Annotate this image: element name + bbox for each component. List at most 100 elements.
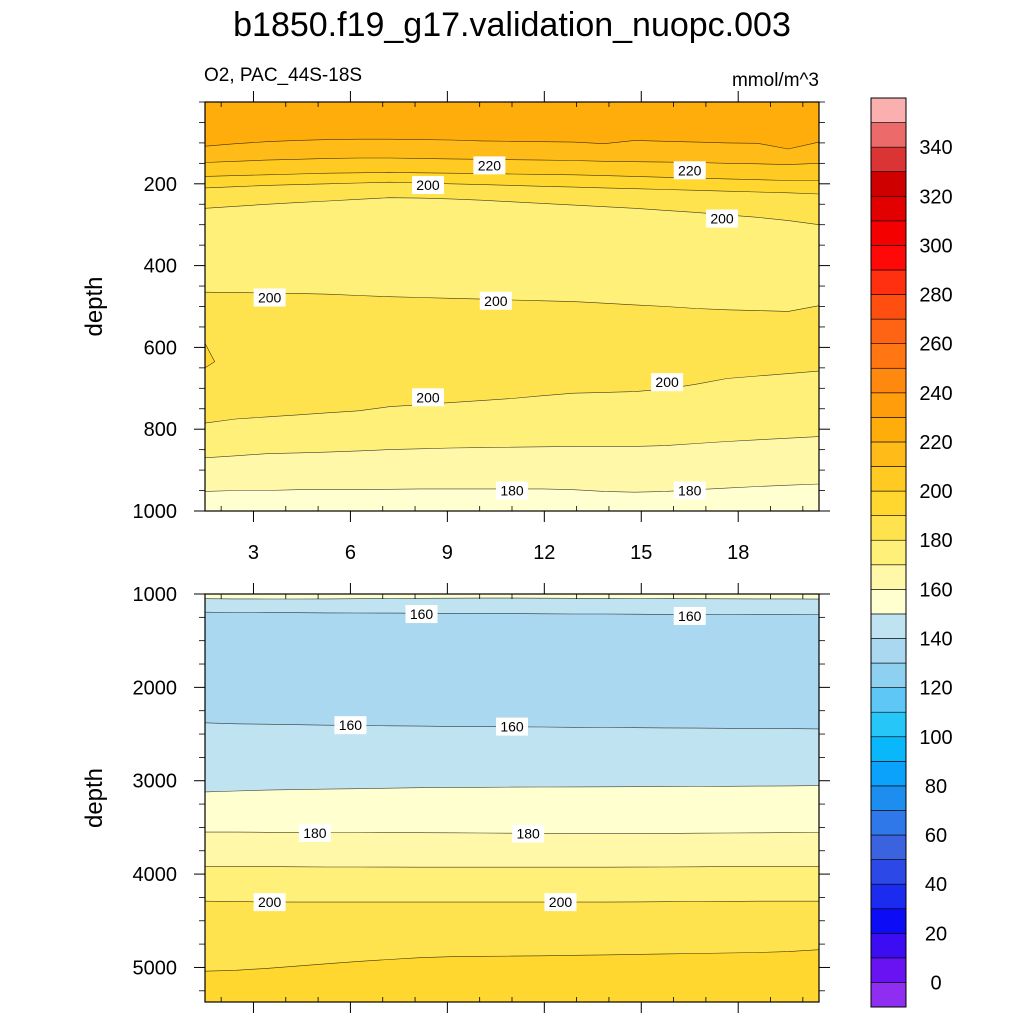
colorbar-frame bbox=[870, 97, 907, 1008]
upper-contour-label-bg bbox=[673, 481, 706, 500]
colorbar-label: 280 bbox=[919, 285, 952, 307]
lower-contour-label: 180 bbox=[303, 825, 327, 841]
colorbar-swatch bbox=[870, 97, 907, 123]
colorbar-swatch bbox=[870, 171, 907, 197]
colorbar-label: 300 bbox=[919, 235, 952, 257]
upper-contour-label: 200 bbox=[484, 293, 508, 309]
colorbar-label: 140 bbox=[919, 628, 952, 650]
colorbar-swatch bbox=[870, 441, 907, 467]
lower-contour-line bbox=[204, 900, 819, 903]
upper-contour-line bbox=[204, 181, 820, 195]
colorbar-label: 180 bbox=[919, 530, 952, 552]
upper-contour-label-bg bbox=[496, 481, 528, 500]
colorbar-swatch bbox=[870, 736, 907, 762]
upper-contour-label: 200 bbox=[710, 211, 734, 227]
lower-band-5 bbox=[204, 831, 820, 868]
colorbar-label: 240 bbox=[919, 383, 952, 405]
colorbar-label: 320 bbox=[919, 186, 952, 208]
colorbar-swatch bbox=[870, 810, 907, 836]
colorbar-label: 40 bbox=[925, 874, 947, 896]
colorbar-swatch bbox=[870, 515, 907, 541]
figure-title: b1850.f19_g17.validation_nuopc.003 bbox=[233, 6, 791, 44]
colorbar-swatch bbox=[870, 367, 907, 394]
lower-contour-label: 160 bbox=[410, 606, 434, 622]
upper-contour-line bbox=[204, 291, 820, 312]
lower-band-6 bbox=[204, 866, 820, 903]
colorbar-label: 60 bbox=[925, 825, 947, 847]
colorbar-swatch bbox=[870, 269, 907, 295]
upper-contour-label-bg bbox=[473, 156, 506, 175]
lower-contour-label: 160 bbox=[500, 719, 524, 735]
colorbar-swatch bbox=[870, 638, 907, 664]
colorbar-swatch bbox=[870, 392, 907, 418]
lower-contour-label-bg bbox=[512, 824, 545, 843]
colorbar-swatch bbox=[870, 564, 907, 590]
upper-ytick-label: 1000 bbox=[133, 501, 178, 523]
upper-contour-label-bg bbox=[411, 388, 444, 407]
upper-ytick-label: 600 bbox=[144, 337, 177, 359]
colorbar-swatch bbox=[870, 662, 907, 688]
lower-contour-line bbox=[205, 866, 819, 868]
upper-contour-line bbox=[204, 436, 820, 459]
colorbar-swatch bbox=[870, 146, 907, 173]
upper-contour-line bbox=[204, 138, 820, 150]
lower-band-1 bbox=[204, 597, 820, 615]
colorbar-swatch bbox=[870, 589, 907, 615]
colorbar-swatch bbox=[870, 957, 907, 983]
colorbar-swatch bbox=[870, 932, 907, 959]
upper-contour-label: 200 bbox=[416, 177, 440, 193]
upper-xtick-label: 18 bbox=[727, 542, 749, 564]
upper-ytick-label: 400 bbox=[144, 256, 177, 278]
colorbar-swatch bbox=[870, 466, 907, 492]
lower-panel: 160 160 160 160 180 180 200 200 1000 2000 3000 400… bbox=[81, 583, 830, 1013]
upper-contour-label-bg bbox=[673, 161, 706, 180]
upper-contour-label-bg bbox=[411, 176, 444, 195]
upper-contour-label: 200 bbox=[655, 374, 679, 390]
colorbar-swatch bbox=[870, 982, 907, 1008]
upper-contour-line bbox=[204, 171, 819, 181]
colorbar-label: 220 bbox=[919, 432, 952, 454]
lower-contour-label: 180 bbox=[516, 825, 540, 841]
lower-contour-label-bg bbox=[405, 605, 438, 624]
upper-panel-ylabel: depth bbox=[81, 276, 108, 336]
upper-contour-label: 180 bbox=[500, 483, 524, 499]
lower-contour-label: 200 bbox=[549, 894, 573, 910]
colorbar-swatch bbox=[870, 883, 907, 910]
upper-contour-label-bg bbox=[253, 288, 286, 307]
lower-contour-line bbox=[204, 949, 820, 972]
lower-contour-label: 200 bbox=[258, 894, 282, 910]
colorbar-label: 120 bbox=[919, 678, 952, 700]
upper-contour-label: 220 bbox=[478, 157, 502, 173]
lower-contour-label-bg bbox=[334, 716, 367, 735]
colorbar-swatch bbox=[870, 294, 907, 320]
lower-ytick-label: 5000 bbox=[133, 957, 178, 979]
upper-ytick-label: 800 bbox=[144, 419, 177, 441]
colorbar-swatch bbox=[870, 908, 907, 934]
colorbar-label: 80 bbox=[925, 776, 947, 798]
upper-contour-label: 220 bbox=[678, 162, 702, 178]
colorbar-swatch bbox=[870, 318, 907, 344]
colorbar-label: 260 bbox=[919, 334, 952, 356]
lower-band-2 bbox=[204, 611, 820, 730]
upper-panel: 220 220 200 200 200 200 200 200 180 180 3 6 9 12 15 18… bbox=[81, 91, 830, 564]
colorbar-swatch bbox=[870, 417, 907, 443]
colorbar-swatch bbox=[870, 343, 907, 369]
colorbar-swatch bbox=[870, 539, 907, 566]
colorbar-swatch bbox=[870, 220, 907, 246]
upper-xtick-label: 3 bbox=[248, 542, 259, 564]
upper-contour-line bbox=[204, 370, 820, 424]
lower-ytick-label: 2000 bbox=[133, 677, 178, 699]
upper-contour-label-bg bbox=[651, 373, 684, 392]
upper-contour-label-bg bbox=[706, 209, 739, 228]
lower-contour-label: 160 bbox=[339, 717, 363, 733]
upper-contour-label: 200 bbox=[416, 389, 440, 405]
colorbar-label: 0 bbox=[930, 972, 941, 994]
lower-panel-ylabel: depth bbox=[81, 768, 108, 828]
colorbar-swatch bbox=[870, 245, 907, 271]
units-label: mmol/m^3 bbox=[732, 70, 819, 91]
colorbar-swatch bbox=[870, 761, 907, 787]
upper-xtick-label: 9 bbox=[442, 542, 453, 564]
colorbar-swatch bbox=[870, 195, 907, 222]
colorbar-swatch bbox=[870, 490, 907, 516]
